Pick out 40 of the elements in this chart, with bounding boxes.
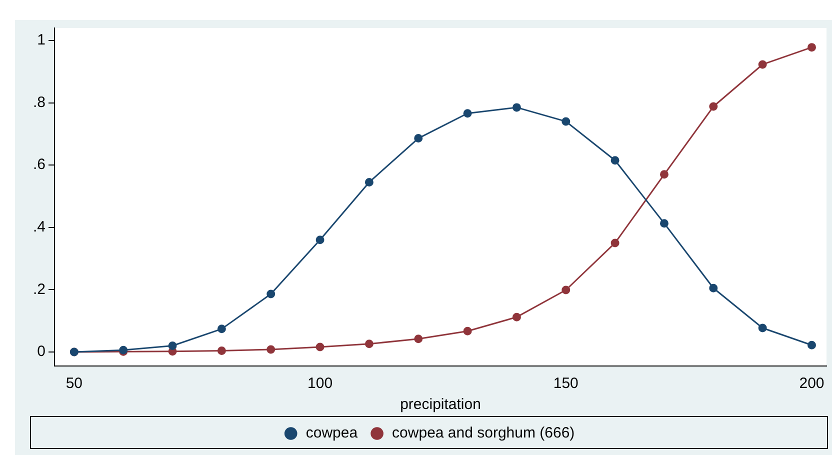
point: [364, 178, 374, 186]
point: [660, 219, 668, 228]
point: [808, 340, 816, 350]
y-tick-label: 0: [37, 343, 46, 360]
point: [463, 326, 472, 336]
y-tick-label: .8: [32, 94, 46, 111]
point: [660, 170, 668, 179]
point: [758, 60, 767, 69]
point: [364, 340, 374, 348]
point: [463, 109, 472, 118]
point: [168, 342, 177, 350]
legend-label: cowpea: [306, 424, 358, 442]
y-tick-label: .4: [32, 218, 46, 236]
point: [562, 117, 570, 126]
x-tick-label: 150: [553, 375, 578, 392]
x-axis-title: precipitation: [400, 396, 481, 414]
y-tick-label: .6: [32, 156, 46, 174]
point: [414, 334, 423, 344]
point: [414, 134, 423, 143]
point: [316, 236, 324, 244]
x-tick-label: 50: [66, 375, 83, 392]
point: [610, 156, 620, 165]
point: [266, 290, 276, 298]
point: [610, 238, 620, 248]
point: [266, 345, 276, 354]
point: [709, 284, 718, 292]
x-tick-label: 200: [799, 375, 824, 392]
point: [217, 346, 226, 355]
point: [316, 342, 324, 352]
point: [808, 43, 816, 52]
y-tick-label: .2: [32, 280, 46, 298]
point: [512, 312, 521, 322]
legend-label: cowpea and sorghum (666): [392, 424, 575, 442]
x-tick-label: 100: [308, 375, 333, 392]
point: [217, 324, 226, 334]
point: [562, 286, 570, 294]
point: [512, 103, 521, 112]
point: [758, 324, 767, 332]
y-tick-label: 1: [37, 32, 46, 49]
point: [709, 102, 718, 111]
